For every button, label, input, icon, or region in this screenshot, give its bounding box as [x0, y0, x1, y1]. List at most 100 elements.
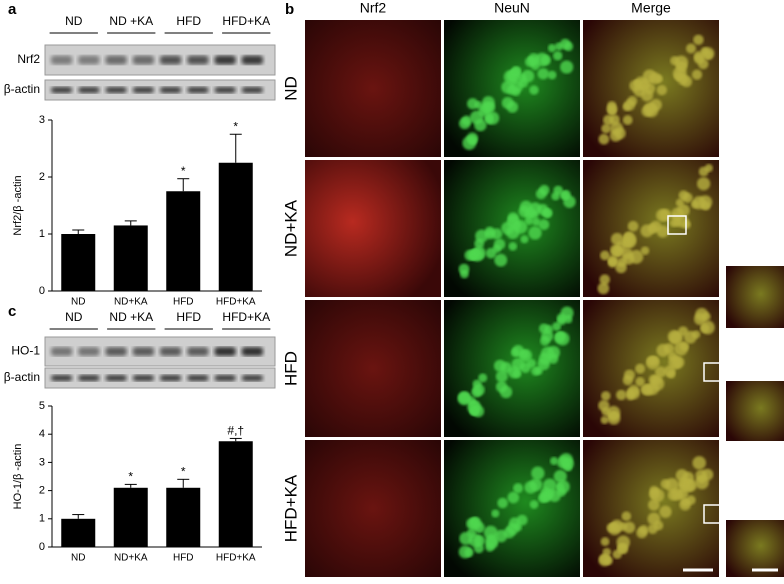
- cell: [667, 489, 679, 501]
- lane-label: HFD: [176, 14, 201, 28]
- cell: [626, 391, 635, 401]
- y-tick-label: 1: [39, 513, 45, 525]
- blot-band: [78, 55, 100, 65]
- panel-label: c: [8, 303, 16, 320]
- lane-label: HFD+KA: [222, 14, 270, 28]
- cell: [656, 84, 667, 96]
- cell: [597, 282, 610, 295]
- cell: [696, 177, 711, 191]
- cell: [485, 229, 495, 240]
- cell: [467, 135, 478, 145]
- cell: [693, 34, 704, 46]
- cell: [650, 376, 665, 391]
- cell: [698, 166, 709, 177]
- cell: [656, 225, 669, 238]
- cell: [520, 235, 529, 244]
- significance-mark: *: [181, 164, 186, 178]
- micrograph: [305, 20, 441, 157]
- blot-band: [241, 375, 263, 381]
- y-tick-label: 2: [39, 171, 45, 183]
- x-tick-label: HFD: [173, 297, 194, 308]
- cell: [681, 498, 690, 507]
- significance-mark: #,†: [227, 424, 244, 438]
- cell: [474, 238, 485, 249]
- bar: [166, 487, 201, 547]
- cell: [663, 365, 676, 377]
- cell: [482, 96, 495, 109]
- cell: [538, 323, 550, 334]
- cell: [524, 56, 536, 67]
- micrograph: [305, 300, 441, 437]
- y-tick-label: 3: [39, 114, 45, 126]
- cell: [506, 85, 517, 95]
- row-label: HFD: [281, 351, 300, 386]
- blot-band: [187, 375, 209, 381]
- blot-band: [214, 87, 236, 93]
- bar: [113, 487, 148, 547]
- blot-band: [160, 87, 182, 93]
- y-tick-label: 1: [39, 228, 45, 240]
- blot-band: [214, 375, 236, 381]
- cell: [473, 522, 485, 534]
- cell: [507, 491, 520, 504]
- cell: [547, 346, 560, 359]
- cell: [554, 42, 564, 51]
- cell: [478, 373, 488, 383]
- cell: [616, 535, 631, 550]
- lane-label: ND: [65, 310, 83, 324]
- cell: [524, 481, 538, 494]
- cell: [499, 385, 513, 399]
- cell: [647, 524, 658, 535]
- cell: [486, 111, 500, 125]
- blot-band: [214, 347, 236, 356]
- cell: [624, 231, 634, 241]
- row-label: HFD+KA: [281, 474, 300, 542]
- cell: [635, 363, 646, 374]
- cell: [458, 545, 472, 559]
- cell: [623, 521, 636, 534]
- y-axis-label: HO-1/β -actin: [12, 444, 24, 510]
- cell: [542, 478, 557, 493]
- significance-mark: *: [233, 119, 238, 133]
- cell: [511, 220, 522, 231]
- cell: [553, 51, 563, 61]
- significance-mark: *: [128, 470, 133, 484]
- cell: [553, 469, 567, 483]
- blot-band: [187, 55, 209, 65]
- x-tick-label: ND+KA: [114, 553, 148, 564]
- cell: [508, 242, 518, 251]
- cell: [663, 343, 675, 354]
- cell: [649, 72, 662, 85]
- cell: [485, 537, 498, 550]
- cell: [648, 499, 660, 511]
- blot-band: [214, 55, 236, 65]
- panel-label: a: [8, 1, 17, 18]
- lane-label: ND +KA: [109, 310, 153, 324]
- column-label: NeuN: [494, 0, 530, 16]
- blot-band: [187, 87, 209, 93]
- cell: [667, 329, 682, 344]
- cell: [600, 415, 609, 425]
- blot-band: [132, 55, 154, 65]
- cell: [627, 220, 639, 232]
- blot-label: HO-1: [11, 344, 40, 358]
- cell: [602, 547, 612, 557]
- blot-band: [51, 87, 73, 93]
- cell: [553, 185, 563, 196]
- cell: [532, 217, 541, 226]
- cell: [491, 509, 500, 518]
- blot-band: [241, 87, 263, 93]
- cell: [683, 330, 697, 344]
- bar: [218, 162, 253, 291]
- cell: [599, 274, 611, 285]
- cell: [600, 537, 610, 547]
- cell: [615, 241, 627, 253]
- column-label: Nrf2: [360, 0, 387, 16]
- cell: [539, 184, 550, 196]
- cell: [654, 366, 667, 378]
- cell: [635, 377, 645, 387]
- y-tick-label: 2: [39, 485, 45, 497]
- cell: [700, 47, 709, 56]
- cell: [627, 96, 638, 106]
